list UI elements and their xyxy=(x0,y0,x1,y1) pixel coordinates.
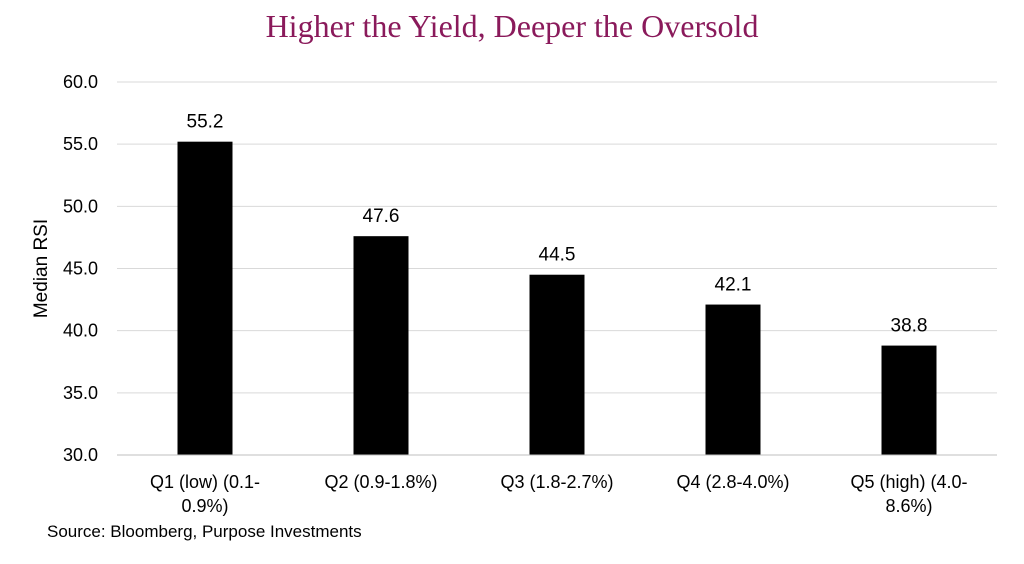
y-tick-label: 60.0 xyxy=(63,72,98,92)
data-label: 38.8 xyxy=(891,316,928,337)
data-label: 44.5 xyxy=(539,245,576,266)
x-tick-label: Q3 (1.8-2.7%) xyxy=(500,472,613,492)
data-label: 55.2 xyxy=(187,112,224,133)
x-tick-label: Q5 (high) (4.0- xyxy=(850,472,967,492)
chart-title: Higher the Yield, Deeper the Oversold xyxy=(265,8,759,44)
x-tick-label: Q2 (0.9-1.8%) xyxy=(324,472,437,492)
source-note: Source: Bloomberg, Purpose Investments xyxy=(47,522,362,541)
x-tick-label: 8.6%) xyxy=(885,496,932,516)
y-tick-label: 55.0 xyxy=(63,134,98,154)
y-tick-label: 30.0 xyxy=(63,445,98,465)
y-tick-label: 45.0 xyxy=(63,259,98,279)
y-axis-label: Median RSI xyxy=(31,219,52,318)
bar xyxy=(705,304,761,455)
data-label: 47.6 xyxy=(363,206,400,227)
bar xyxy=(353,236,409,455)
data-label: 42.1 xyxy=(715,275,752,296)
bar xyxy=(881,345,937,455)
y-tick-label: 50.0 xyxy=(63,196,98,216)
y-tick-label: 35.0 xyxy=(63,383,98,403)
bar xyxy=(529,274,585,455)
x-tick-label: 0.9%) xyxy=(181,496,228,516)
x-tick-label: Q4 (2.8-4.0%) xyxy=(676,472,789,492)
bar xyxy=(177,141,233,455)
y-tick-label: 40.0 xyxy=(63,321,98,341)
x-tick-label: Q1 (low) (0.1- xyxy=(150,472,260,492)
